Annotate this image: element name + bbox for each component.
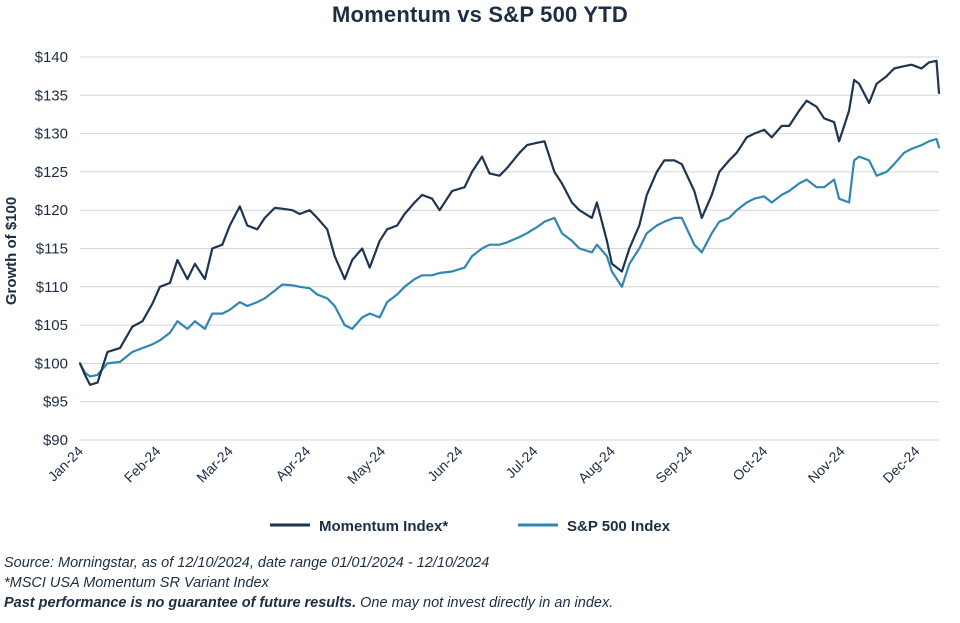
x-tick-label: May-24: [344, 443, 388, 487]
x-tick-label: Sep-24: [652, 443, 695, 486]
y-tick-label: $135: [35, 87, 68, 104]
y-tick-label: $110: [36, 279, 68, 296]
y-tick-label: $125: [35, 164, 68, 181]
footnotes: Source: Morningstar, as of 12/10/2024, d…: [4, 553, 613, 613]
series-lines: [78, 59, 941, 386]
x-axis-ticks: Jan-24 Feb-24 Mar-24 Apr-24 May-24 Jun-24 Jul-…: [45, 443, 923, 487]
x-tick-label: Jul-24: [502, 443, 540, 481]
source-note: Source: Morningstar, as of 12/10/2024, d…: [4, 555, 490, 571]
disclaimer: Past performance is no guarantee of futu…: [4, 593, 613, 613]
x-tick-label: Apr-24: [272, 443, 313, 484]
y-tick-label: $100: [35, 355, 68, 372]
y-tick-label: $120: [35, 202, 68, 219]
y-tick-label: $130: [35, 126, 68, 143]
x-tick-label: Mar-24: [193, 443, 236, 486]
gridlines: [80, 56, 939, 441]
x-tick-label: Nov-24: [805, 443, 848, 486]
legend-label: S&P 500 Index: [567, 518, 671, 535]
x-tick-label: Aug-24: [575, 443, 618, 486]
y-tick-label: $90: [43, 432, 68, 449]
sp500-line: [78, 137, 941, 378]
y-tick-label: $105: [35, 317, 68, 334]
x-tick-label: Jun-24: [424, 443, 466, 485]
disclaimer-bold: Past performance is no guarantee of futu…: [4, 595, 357, 611]
legend: Momentum Index* S&P 500 Index: [270, 518, 671, 535]
disclaimer-rest: One may not invest directly in an index.: [356, 595, 614, 611]
momentum-line: [78, 59, 941, 386]
chart-title: Momentum vs S&P 500 YTD: [332, 2, 628, 27]
x-tick-label: Dec-24: [879, 443, 922, 486]
y-axis-ticks: $90 $95 $100 $105 $110 $115 $120 $125 $130 $135 $1…: [35, 49, 68, 449]
x-tick-label: Oct-24: [729, 443, 770, 484]
legend-label: Momentum Index*: [319, 518, 448, 535]
y-tick-label: $95: [43, 394, 68, 411]
x-tick-label: Feb-24: [121, 443, 164, 486]
y-tick-label: $140: [35, 49, 68, 66]
index-note: *MSCI USA Momentum SR Variant Index: [4, 575, 269, 591]
y-tick-label: $115: [36, 241, 68, 258]
line-chart: $90 $95 $100 $105 $110 $115 $120 $125 $130 $135 $1…: [3, 49, 941, 535]
y-axis-label: Growth of $100: [3, 197, 20, 305]
